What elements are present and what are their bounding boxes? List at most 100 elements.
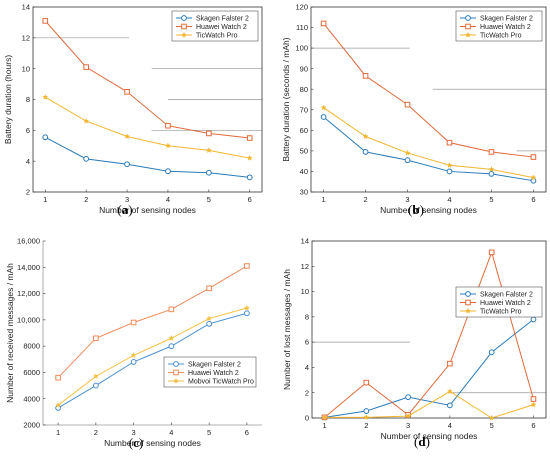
y-axis-label: Number of received messages / mAh	[5, 263, 15, 403]
y-tick-label: 2	[26, 188, 30, 197]
data-point	[83, 155, 90, 162]
x-tick-label: 4	[448, 421, 452, 430]
data-point	[205, 169, 212, 176]
data-point	[205, 147, 212, 153]
data-point	[124, 161, 130, 168]
series-line	[323, 116, 534, 182]
x-tick-label: 4	[169, 428, 173, 437]
panel-letter: b	[412, 202, 419, 217]
x-tick-label: 6	[245, 428, 249, 437]
y-tick-label: 80	[300, 85, 308, 94]
series-skagen-falster-2	[320, 114, 537, 184]
y-tick-label: 120	[295, 3, 308, 12]
plot-frame	[310, 6, 547, 193]
data-point	[206, 130, 212, 137]
x-tick-label: 5	[490, 421, 494, 430]
data-point	[164, 142, 171, 149]
data-point	[405, 394, 412, 401]
x-axis-label: Number of sensing nodes	[380, 205, 477, 215]
series-skagen-falster-2	[55, 310, 250, 411]
x-tick-label: 3	[406, 421, 410, 430]
y-tick-label: 10	[22, 64, 30, 73]
x-tick-label: 1	[322, 421, 326, 430]
data-point	[530, 396, 537, 402]
legend-swatch-marker	[173, 377, 179, 384]
data-point	[488, 249, 495, 256]
x-tick-label: 6	[248, 195, 252, 204]
panel-label: (a)	[117, 202, 132, 217]
x-tick-label: 1	[56, 428, 60, 437]
y-tick-label: 14,000	[17, 263, 40, 272]
legend-entry: Huawei Watch 2	[196, 24, 247, 31]
data-point	[320, 114, 327, 120]
x-tick-label: 2	[363, 195, 367, 204]
data-point	[363, 408, 370, 414]
data-point	[42, 18, 49, 24]
series-line	[57, 312, 248, 409]
data-point	[488, 171, 495, 177]
data-point	[206, 315, 213, 322]
series-skagen-falster-2	[321, 316, 537, 421]
legend-swatch-marker	[181, 23, 187, 30]
data-point	[404, 101, 411, 108]
panel-label: (b)	[408, 202, 424, 217]
y-tick-label: 6	[305, 338, 309, 347]
y-tick-label: 14	[22, 3, 30, 12]
x-tick-label: 2	[364, 421, 368, 430]
series-line	[45, 136, 250, 178]
series-ticwatch-pro	[42, 94, 253, 161]
series-huawei-watch-2	[320, 20, 537, 160]
data-point	[446, 402, 453, 409]
series-huawei-watch-2	[42, 18, 253, 141]
data-point	[42, 134, 49, 141]
y-tick-label: 8	[305, 312, 309, 321]
legend-swatch-marker	[465, 31, 471, 38]
legend-swatch-marker	[465, 299, 471, 306]
data-point	[362, 149, 369, 155]
data-point	[447, 360, 453, 367]
data-point	[124, 88, 130, 95]
y-axis-label: Battery duration (hours)	[3, 55, 13, 144]
data-point	[246, 154, 253, 161]
legend-swatch-marker	[181, 15, 187, 21]
data-point	[446, 388, 453, 394]
y-axis-label: Battery duration (seconds / mAh)	[281, 37, 291, 161]
legend-entry: Huawei Watch 2	[480, 300, 531, 307]
x-tick-label: 5	[489, 195, 493, 204]
data-point	[92, 373, 99, 379]
data-point	[363, 379, 370, 386]
data-point	[92, 382, 99, 389]
data-point	[243, 304, 250, 311]
data-point	[488, 349, 495, 356]
legend-entry: Skagen Falster 2	[480, 15, 533, 22]
panel-letter: a	[122, 202, 129, 217]
y-tick-label: 8	[26, 95, 30, 104]
data-point	[246, 135, 253, 141]
legend-entry: Huawei Watch 2	[188, 370, 239, 377]
panel-label: (c)	[129, 435, 143, 450]
y-tick-label: 30	[300, 188, 308, 197]
data-point	[530, 154, 537, 160]
data-point	[320, 104, 327, 111]
y-tick-label: 12	[22, 33, 30, 42]
y-tick-label: 90	[300, 64, 308, 73]
y-tick-label: 0	[305, 414, 309, 423]
series-skagen-falster-2	[42, 134, 253, 181]
data-point	[530, 177, 537, 184]
data-point	[165, 168, 171, 175]
x-tick-label: 3	[132, 428, 136, 437]
data-point	[83, 117, 90, 124]
y-tick-label: 8000	[23, 342, 40, 351]
data-point	[93, 335, 99, 342]
series-line	[57, 307, 248, 406]
series-huawei-watch-2	[321, 249, 537, 421]
data-point	[246, 174, 253, 181]
x-tick-label: 5	[207, 195, 211, 204]
y-tick-label: 110	[296, 23, 308, 32]
x-tick-label: 3	[125, 195, 129, 204]
y-tick-label: 16,000	[17, 237, 40, 246]
